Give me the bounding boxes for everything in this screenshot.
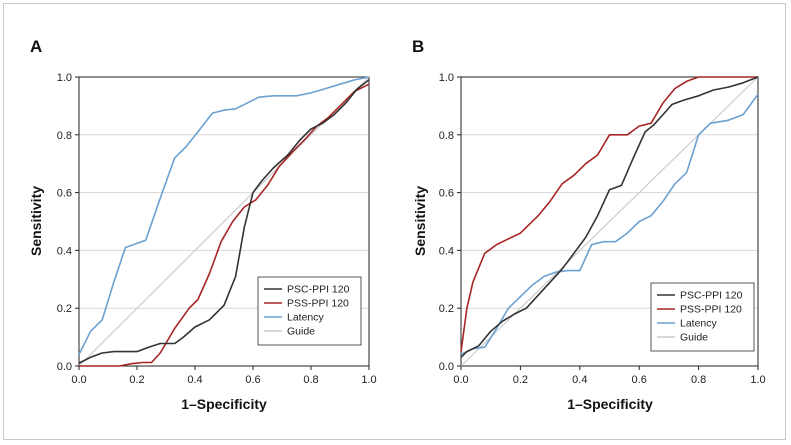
panel-a-series-guide bbox=[78, 76, 370, 367]
panel-b-series-psc-ppi-120 bbox=[460, 76, 759, 358]
panel-b-y-tick-label: 0.0 bbox=[439, 361, 454, 373]
panel-b-y-tick-label: 0.4 bbox=[439, 245, 454, 257]
panel-a-x-axis-label: 1–Specificity bbox=[181, 396, 267, 412]
panel-b-plot: 0.0 0.2 0.4 0.6 0.8 1.0 0.0 0.2 0.4 0.6 0.8 1.0 bbox=[439, 72, 766, 386]
panel-b-x-tick-label: 0.6 bbox=[632, 374, 647, 386]
panel-a-x-tick-label: 0.8 bbox=[303, 374, 318, 386]
panel-b-y-axis-label: Sensitivity bbox=[412, 186, 428, 256]
panel-b-legend-label-psc: PSC-PPI 120 bbox=[680, 290, 743, 302]
panel-b-y-tick-label: 0.6 bbox=[439, 188, 454, 200]
panel-b-legend-label-latency: Latency bbox=[680, 318, 718, 330]
panel-a-y-tick-label: 0.8 bbox=[57, 130, 72, 142]
panel-a-x-tick-label: 0.6 bbox=[245, 374, 260, 386]
panel-b-legend-label-pss: PSS-PPI 120 bbox=[680, 304, 742, 316]
panel-b-y-tick-label: 0.2 bbox=[439, 303, 454, 315]
panel-a-y-axis-label: Sensitivity bbox=[28, 186, 44, 256]
panel-a-legend: PSC-PPI 120 PSS-PPI 120 Latency Guide bbox=[257, 276, 362, 346]
panel-a-legend-label-latency: Latency bbox=[287, 312, 325, 324]
panel-a: A 0.0 0.2 0.4 0.6 0.8 1.0 0.0 0.2 0.4 0.6 0.8 1.0 1… bbox=[28, 37, 377, 412]
panel-a-legend-label-psc: PSC-PPI 120 bbox=[287, 284, 350, 296]
panel-b-x-tick-label: 0.0 bbox=[453, 374, 468, 386]
panel-b-legend-label-guide: Guide bbox=[680, 332, 708, 344]
panel-b-x-tick-label: 0.4 bbox=[572, 374, 587, 386]
panel-b-plot-border bbox=[460, 76, 759, 367]
panel-b-series-pss-ppi-120 bbox=[460, 76, 758, 352]
panel-a-letter: A bbox=[30, 37, 42, 56]
panel-a-y-tick-label: 0.0 bbox=[57, 361, 72, 373]
figure-frame bbox=[3, 3, 786, 440]
panel-b-y-tick-label: 0.8 bbox=[439, 130, 454, 142]
panel-b-x-tick-label: 0.8 bbox=[691, 374, 706, 386]
panel-b-letter: B bbox=[412, 37, 424, 56]
panel-a-legend-label-guide: Guide bbox=[287, 326, 315, 338]
panel-b-y-tick-label: 1.0 bbox=[439, 72, 454, 84]
panel-a-y-tick-label: 1.0 bbox=[57, 72, 72, 84]
panel-a-y-tick-label: 0.2 bbox=[57, 303, 72, 315]
panel-a-series-psc-ppi-120 bbox=[78, 79, 370, 364]
panel-a-x-tick-label: 0.4 bbox=[187, 374, 202, 386]
panel-b-x-axis-label: 1–Specificity bbox=[567, 396, 653, 412]
panel-a-plot: 0.0 0.2 0.4 0.6 0.8 1.0 0.0 0.2 0.4 0.6 0.8 1.0 bbox=[57, 72, 377, 386]
panel-a-x-tick-label: 0.2 bbox=[129, 374, 144, 386]
panel-b: B 0.0 0.2 0.4 0.6 0.8 1.0 0.0 0.2 0.4 0.6 0.8 1.0 1… bbox=[412, 37, 766, 412]
panel-a-plot-border bbox=[78, 76, 370, 367]
panel-b-series-latency bbox=[460, 93, 759, 356]
panel-b-x-tick-label: 1.0 bbox=[750, 374, 765, 386]
panel-b-x-tick-label: 0.2 bbox=[513, 374, 528, 386]
panel-a-legend-label-pss: PSS-PPI 120 bbox=[287, 298, 349, 310]
panel-a-series-latency bbox=[78, 76, 370, 355]
panel-a-y-tick-label: 0.6 bbox=[57, 188, 72, 200]
panel-a-y-tick-label: 0.4 bbox=[57, 245, 72, 257]
panel-b-legend: PSC-PPI 120 PSS-PPI 120 Latency Guide bbox=[650, 282, 755, 352]
panel-a-x-tick-label: 0.0 bbox=[71, 374, 86, 386]
panel-a-series-pss-ppi-120 bbox=[79, 83, 370, 367]
panel-a-x-tick-label: 1.0 bbox=[361, 374, 376, 386]
